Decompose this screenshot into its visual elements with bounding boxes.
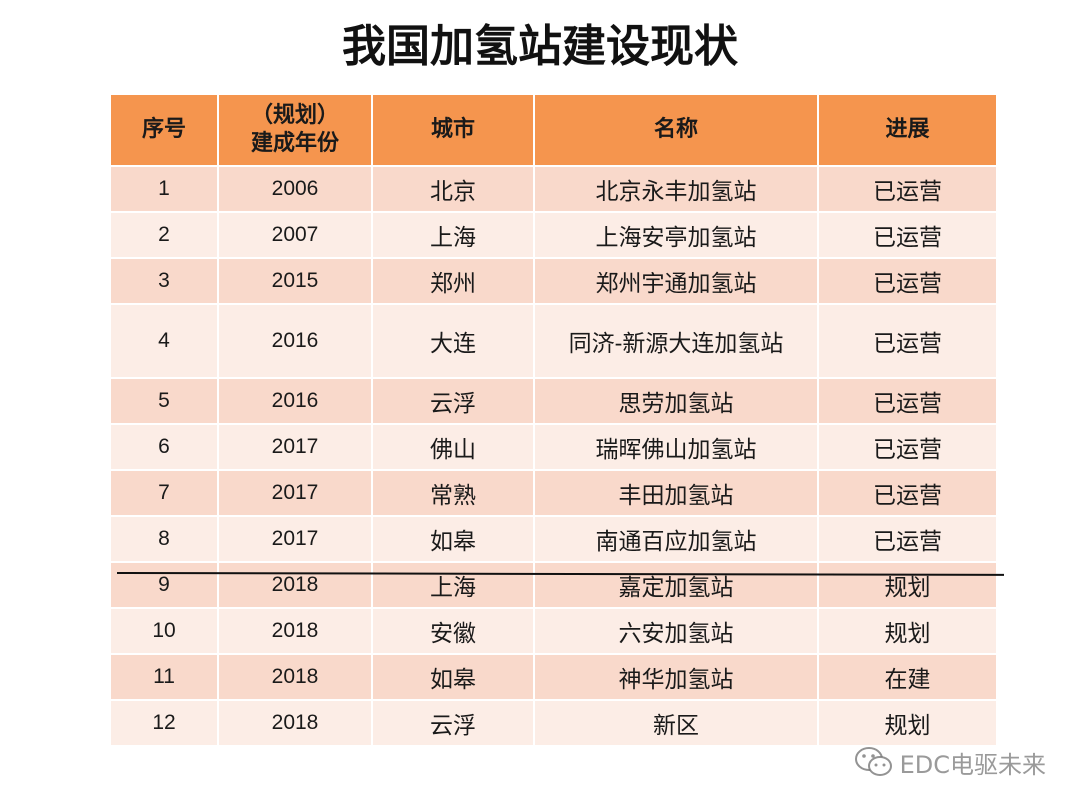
- cell-name: 新区: [533, 699, 819, 747]
- cell-status: 已运营: [817, 211, 998, 259]
- cell-status: 已运营: [817, 423, 998, 471]
- header-row: 序号 （规划） 建成年份 城市 名称 进展: [109, 93, 998, 167]
- cell-city: 上海: [371, 561, 535, 609]
- cell-year: 2018: [217, 561, 373, 609]
- cell-index: 10: [109, 607, 219, 655]
- cell-name: 上海安亭加氢站: [533, 211, 819, 259]
- cell-year: 2015: [217, 257, 373, 305]
- cell-city: 如皋: [371, 515, 535, 563]
- cell-name: 同济-新源大连加氢站: [533, 303, 819, 379]
- header-year: （规划） 建成年份: [217, 93, 373, 167]
- cell-status: 已运营: [817, 257, 998, 305]
- cell-status: 已运营: [817, 165, 998, 213]
- cell-city: 云浮: [371, 699, 535, 747]
- page-title: 我国加氢站建设现状: [342, 21, 738, 72]
- header-name: 名称: [533, 93, 819, 167]
- cell-name: 北京永丰加氢站: [533, 165, 819, 213]
- cell-city: 佛山: [371, 423, 535, 471]
- cell-index: 7: [109, 469, 219, 517]
- cell-index: 1: [109, 165, 219, 213]
- cell-name: 六安加氢站: [533, 607, 819, 655]
- cell-city: 常熟: [371, 469, 535, 517]
- header-year-line2: 建成年份: [250, 131, 339, 156]
- table-row: 11 2018 如皋 神华加氢站 在建: [109, 653, 998, 701]
- cell-status: 规划: [817, 607, 998, 655]
- header-index: 序号: [109, 93, 219, 167]
- table-row: 4 2016 大连 同济-新源大连加氢站 已运营: [109, 303, 998, 379]
- table-row: 6 2017 佛山 瑞晖佛山加氢站 已运营: [109, 423, 998, 471]
- table-row: 5 2016 云浮 思劳加氢站 已运营: [109, 377, 998, 425]
- table-row: 7 2017 常熟 丰田加氢站 已运营: [109, 469, 998, 517]
- header-status: 进展: [817, 93, 998, 167]
- cell-name: 瑞晖佛山加氢站: [533, 423, 819, 471]
- cell-index: 8: [109, 515, 219, 563]
- cell-year: 2017: [217, 423, 373, 471]
- cell-year: 2017: [217, 515, 373, 563]
- cell-year: 2018: [217, 699, 373, 747]
- cell-index: 12: [109, 699, 219, 747]
- cell-year: 2018: [217, 607, 373, 655]
- cell-status: 在建: [817, 653, 998, 701]
- cell-index: 11: [109, 653, 219, 701]
- table-row: 2 2007 上海 上海安亭加氢站 已运营: [109, 211, 998, 259]
- table-row: 10 2018 安徽 六安加氢站 规划: [109, 607, 998, 655]
- cell-index: 9: [109, 561, 219, 609]
- table-row: 8 2017 如皋 南通百应加氢站 已运营: [109, 515, 998, 563]
- cell-name: 丰田加氢站: [533, 469, 819, 517]
- table-row: 3 2015 郑州 郑州宇通加氢站 已运营: [109, 257, 998, 305]
- cell-city: 上海: [371, 211, 535, 259]
- cell-status: 已运营: [817, 469, 998, 517]
- cell-status: 规划: [817, 699, 998, 747]
- header-year-line1: （规划）: [250, 103, 339, 128]
- wechat-icon: [854, 745, 894, 779]
- cell-city: 大连: [371, 303, 535, 379]
- table-row: 9 2018 上海 嘉定加氢站 规划: [109, 561, 998, 609]
- cell-index: 2: [109, 211, 219, 259]
- cell-index: 6: [109, 423, 219, 471]
- cell-index: 4: [109, 303, 219, 379]
- table-row: 1 2006 北京 北京永丰加氢站 已运营: [109, 165, 998, 213]
- cell-year: 2016: [217, 303, 373, 379]
- cell-year: 2017: [217, 469, 373, 517]
- watermark: EDC电驱未来: [854, 742, 1046, 782]
- cell-city: 北京: [371, 165, 535, 213]
- cell-year: 2006: [217, 165, 373, 213]
- cell-year: 2018: [217, 653, 373, 701]
- cell-city: 安徽: [371, 607, 535, 655]
- header-city: 城市: [371, 93, 535, 167]
- cell-index: 5: [109, 377, 219, 425]
- hydrogen-station-table: 序号 （规划） 建成年份 城市 名称 进展 1 2006 北京 北京永丰加氢站 已运营 2…: [109, 93, 998, 747]
- cell-city: 云浮: [371, 377, 535, 425]
- cell-index: 3: [109, 257, 219, 305]
- cell-status: 规划: [817, 561, 998, 609]
- cell-year: 2016: [217, 377, 373, 425]
- cell-status: 已运营: [817, 515, 998, 563]
- cell-city: 如皋: [371, 653, 535, 701]
- cell-city: 郑州: [371, 257, 535, 305]
- cell-name: 郑州宇通加氢站: [533, 257, 819, 305]
- cell-status: 已运营: [817, 377, 998, 425]
- table-row: 12 2018 云浮 新区 规划: [109, 699, 998, 747]
- cell-name: 神华加氢站: [533, 653, 819, 701]
- cell-status: 已运营: [817, 303, 998, 379]
- cell-name: 嘉定加氢站: [533, 561, 819, 609]
- watermark-text: EDC电驱未来: [899, 750, 1046, 779]
- cell-year: 2007: [217, 211, 373, 259]
- cell-name: 南通百应加氢站: [533, 515, 819, 563]
- cell-name: 思劳加氢站: [533, 377, 819, 425]
